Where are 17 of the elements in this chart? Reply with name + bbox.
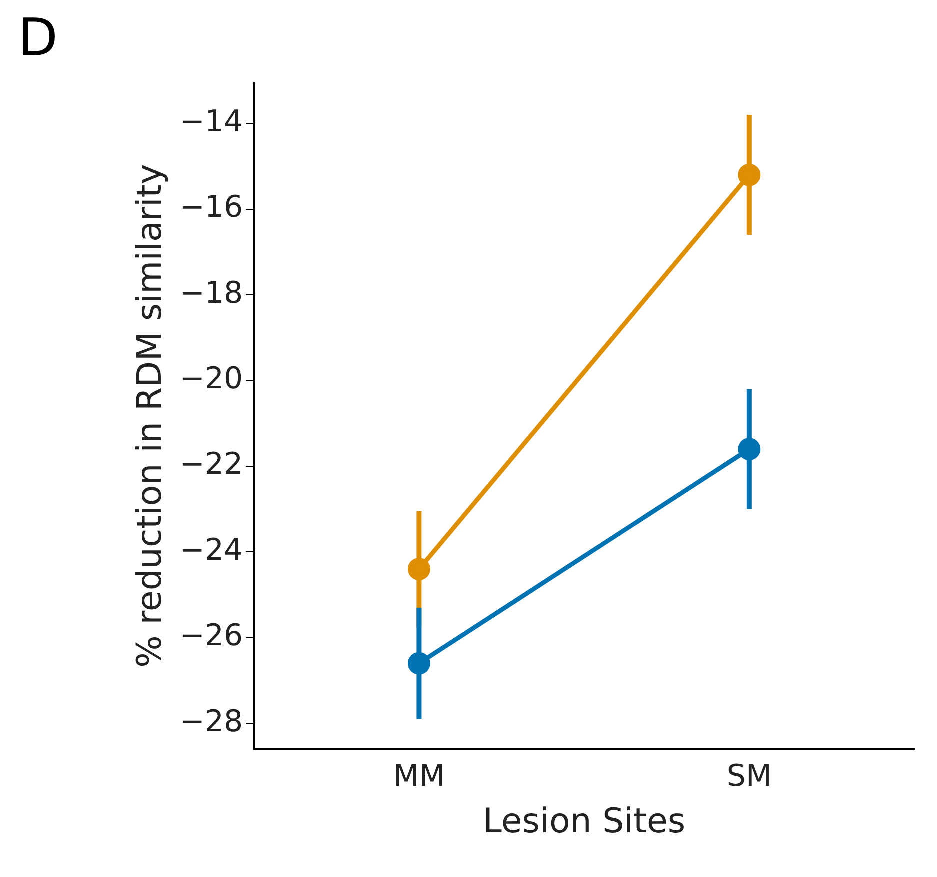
point <box>408 558 430 581</box>
y-tick-label: −22 <box>180 447 244 482</box>
text: D <box>18 8 58 69</box>
y-tick-label: −24 <box>180 532 244 568</box>
y-tick-label: −28 <box>180 704 244 740</box>
y-axis-title: % reduction in RDM similarity <box>130 164 170 668</box>
point <box>738 164 761 186</box>
y-tick-label: −14 <box>180 104 244 140</box>
y-tick-label: −18 <box>180 276 244 311</box>
x-tick-label: SM <box>726 758 772 794</box>
y-tick-label: −16 <box>180 190 244 226</box>
point <box>738 438 761 461</box>
y-tick-label: −26 <box>180 618 244 654</box>
y-tick-label: −20 <box>180 362 244 397</box>
x-axis-title: Lesion Sites <box>483 801 686 842</box>
x-tick-label: MM <box>393 758 446 794</box>
point <box>408 652 430 675</box>
